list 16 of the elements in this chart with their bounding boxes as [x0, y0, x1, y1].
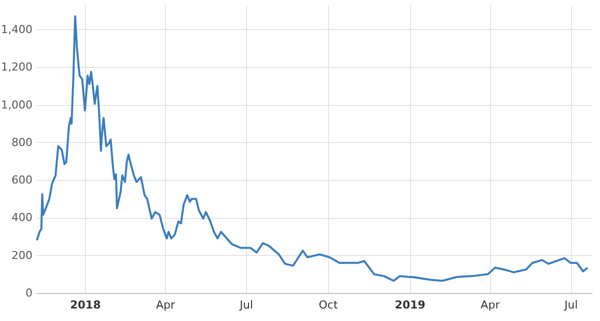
y-tick-label: 400 — [12, 211, 32, 224]
x-tick-label: Apr — [156, 298, 176, 312]
y-tick-label: 600 — [12, 174, 32, 187]
y-tick-label: 0 — [26, 286, 32, 300]
y-tick-label: 200 — [12, 248, 32, 262]
x-tick-label: 2019 — [394, 298, 426, 312]
x-tick-label: 2018 — [70, 298, 101, 312]
line-series — [36, 15, 589, 282]
x-tick-label: Jul — [238, 298, 254, 312]
y-tick-label: 1,000 — [1, 98, 32, 112]
x-tick-label: Apr — [480, 298, 500, 312]
y-tick-label: 1,200 — [1, 60, 32, 74]
x-tick-label: Jul — [564, 298, 578, 312]
y-tick-label: 1,400 — [1, 22, 32, 36]
x-tick-label: Oct — [318, 298, 338, 312]
y-tick-label: 800 — [12, 136, 32, 149]
